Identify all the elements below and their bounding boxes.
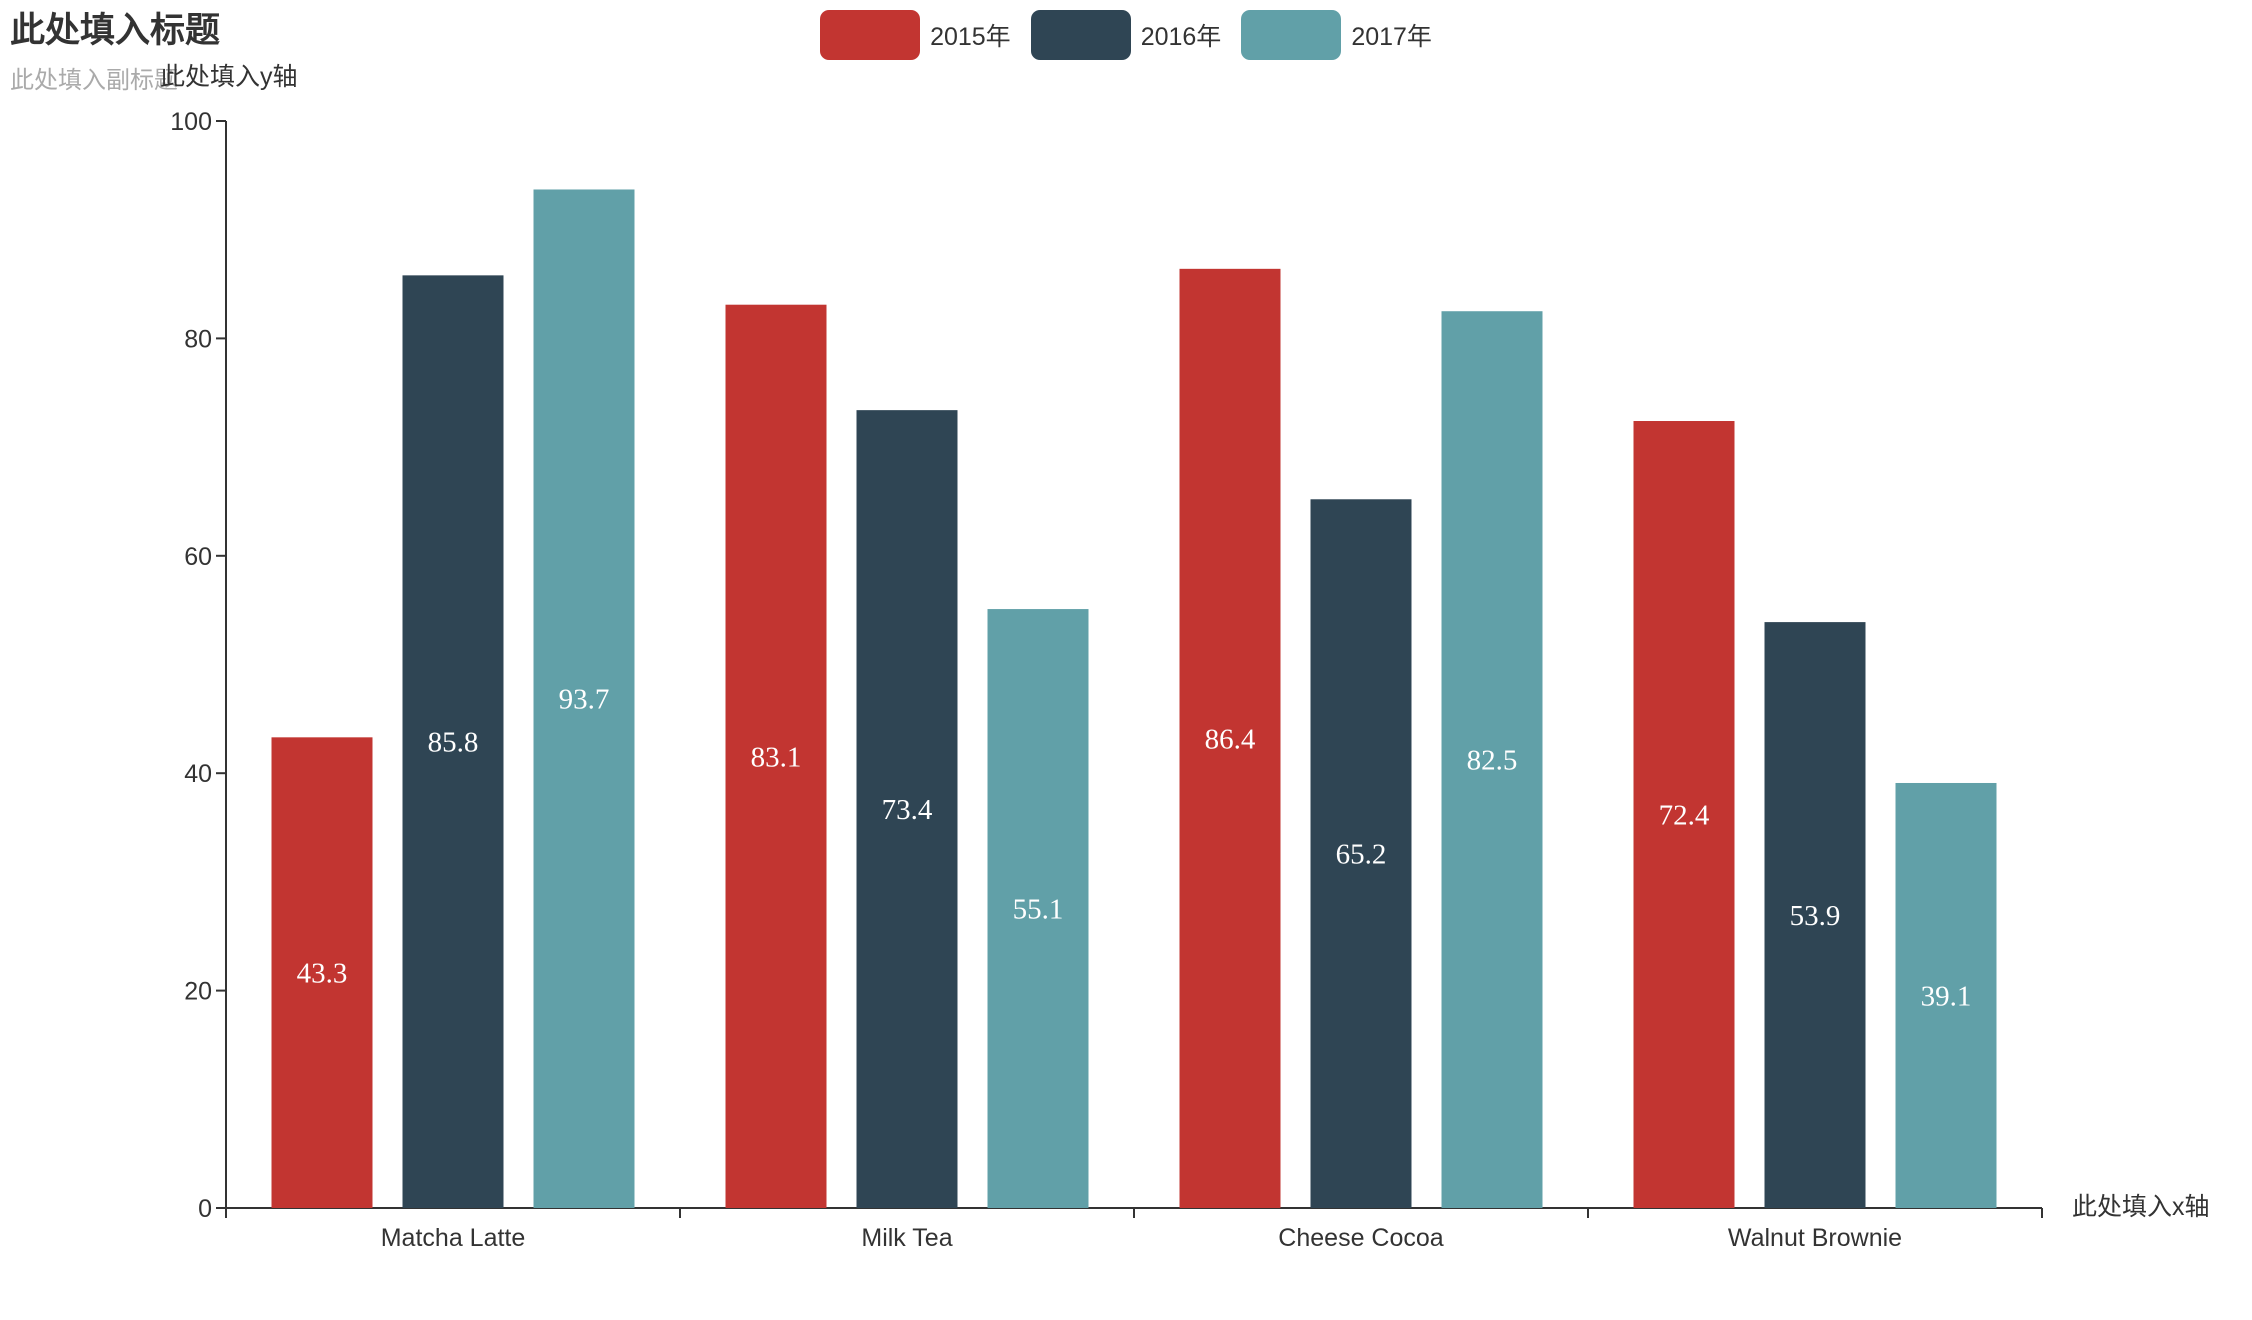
- chart-subtitle: 此处填入副标题: [10, 67, 178, 94]
- y-tick-label: 60: [184, 543, 212, 571]
- bar: [402, 275, 504, 1208]
- bar-data-label: 73.4: [882, 794, 933, 826]
- legend: 2015年 2016年 2017年: [0, 10, 2252, 60]
- x-tick-label: Matcha Latte: [381, 1224, 526, 1252]
- axes: 0 20 40 60 80 100 Matcha Latte Milk Tea Cheese C…: [170, 108, 2043, 1252]
- x-axis-title: 此处填入x轴: [2072, 1193, 2210, 1221]
- legend-swatch-2015: [820, 10, 921, 60]
- chart-title: 此处填入标题: [10, 11, 221, 50]
- bar: [1764, 622, 1866, 1208]
- bar-data-label: 83.1: [751, 741, 802, 773]
- legend-item-2016[interactable]: 2016年: [1030, 10, 1222, 60]
- bar-data-label: 86.4: [1205, 723, 1256, 755]
- legend-label-2015: 2015年: [930, 23, 1011, 51]
- bar-data-label: 53.9: [1790, 900, 1841, 932]
- bar: [856, 410, 958, 1209]
- bar-data-label: 82.5: [1467, 745, 1518, 777]
- bar: [1179, 268, 1281, 1208]
- legend-item-2015[interactable]: 2015年: [820, 10, 1011, 60]
- x-tick-label: Cheese Cocoa: [1278, 1224, 1443, 1252]
- bar: [725, 304, 827, 1208]
- x-tick-label: Milk Tea: [861, 1224, 952, 1252]
- bars: 43.3 85.8 93.7 83.1 73.4 55.1 86.4 65.2 82.5 72.4…: [271, 189, 1997, 1209]
- y-tick-label: 0: [198, 1195, 212, 1223]
- bar: [533, 189, 635, 1208]
- bar-data-label: 65.2: [1336, 839, 1387, 871]
- bar: [271, 737, 373, 1208]
- legend-label-2016: 2016年: [1140, 23, 1222, 51]
- bar: [1633, 421, 1735, 1209]
- y-tick-label: 100: [170, 108, 212, 136]
- y-tick-label: 40: [184, 760, 212, 788]
- bar-data-label: 85.8: [428, 727, 479, 759]
- bar: [1895, 782, 1997, 1208]
- y-tick-label: 20: [184, 978, 212, 1006]
- bar: [1310, 499, 1412, 1208]
- bar-data-label: 72.4: [1659, 800, 1710, 832]
- legend-swatch-2017: [1241, 10, 1342, 60]
- legend-item-2017[interactable]: 2017年: [1241, 10, 1432, 60]
- bar: [1441, 311, 1543, 1209]
- bar-data-label: 93.7: [559, 684, 610, 716]
- legend-swatch-2016: [1030, 10, 1131, 60]
- legend-label-2017: 2017年: [1351, 23, 1432, 51]
- bar-data-label: 39.1: [1921, 980, 1972, 1012]
- bar-data-label: 55.1: [1013, 894, 1064, 926]
- bar: [987, 609, 1089, 1208]
- bar-data-label: 43.3: [297, 958, 348, 990]
- y-axis-title: 此处填入y轴: [160, 63, 298, 91]
- y-tick-label: 80: [184, 325, 212, 353]
- x-tick-label: Walnut Brownie: [1728, 1224, 1902, 1252]
